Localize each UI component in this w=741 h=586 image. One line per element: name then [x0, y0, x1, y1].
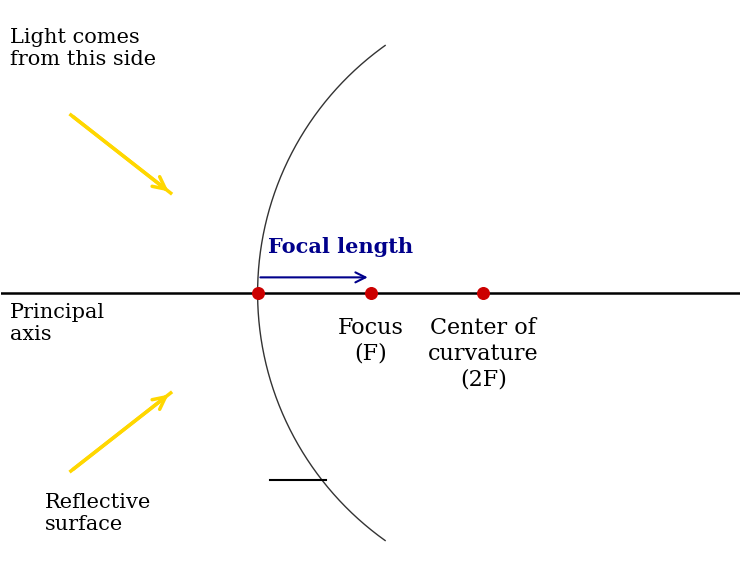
Text: Reflective
surface: Reflective surface: [44, 493, 151, 534]
Text: Focal length: Focal length: [268, 237, 413, 257]
Text: Focus
(F): Focus (F): [338, 317, 403, 364]
Point: [477, 288, 489, 298]
Point: [365, 288, 376, 298]
Text: Principal
axis: Principal axis: [10, 304, 105, 345]
Text: Light comes
from this side: Light comes from this side: [10, 28, 156, 69]
Text: Center of
curvature
(2F): Center of curvature (2F): [428, 317, 539, 390]
Point: [252, 288, 264, 298]
